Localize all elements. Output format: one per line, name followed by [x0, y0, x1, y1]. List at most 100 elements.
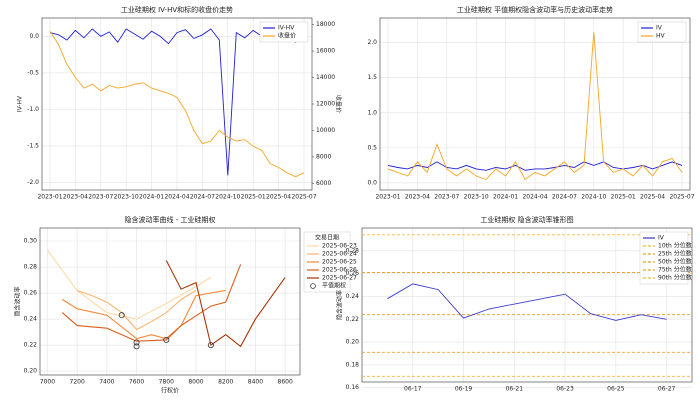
- y-tick-label: 0.0: [29, 33, 39, 40]
- legend-title: 交易日期: [315, 234, 339, 242]
- x-tick-label: 2023-10: [114, 194, 139, 201]
- legend-label: 10th 分位数: [658, 242, 692, 250]
- atm-marker: [207, 342, 214, 349]
- y-tick-label: 0.26: [24, 290, 38, 297]
- x-tick-label: 2023-04: [405, 194, 430, 201]
- series-line: [49, 30, 305, 178]
- x-tick-label: 2025-07: [669, 194, 694, 201]
- chart-title: 工业硅期权 IV-HV和标的收盘价走势: [121, 5, 233, 14]
- y-tick-label: 0.22: [346, 316, 360, 323]
- x-tick-label: 8200: [218, 379, 233, 386]
- y-axis-label: 隐含波动率: [14, 286, 22, 316]
- legend-label: IV: [656, 25, 663, 32]
- legend-label: IV-HV: [278, 25, 295, 32]
- y-tick-label: 0.16: [346, 384, 360, 391]
- legend-label: 25th 分位数: [658, 250, 692, 258]
- x-tick-label: 2023-10: [464, 194, 489, 201]
- x-tick-label: 2025-04: [266, 194, 291, 201]
- legend-label: 平值期权: [322, 282, 346, 290]
- x-tick-label: 8000: [188, 379, 203, 386]
- y-tick-label: -0.5: [27, 69, 39, 76]
- legend-marker: [310, 283, 316, 289]
- x-tick-label: 7200: [70, 379, 85, 386]
- series-line: [46, 249, 212, 320]
- y-tick-label: -2.0: [27, 179, 39, 186]
- legend-label: 2025-06-27: [322, 275, 357, 282]
- legend-label: 收盘价: [278, 32, 296, 40]
- x-tick-label: 2024-01: [493, 194, 518, 201]
- legend-label: 90th 分位数: [658, 274, 692, 282]
- y2-tick-label: 18000: [316, 21, 335, 28]
- y2-tick-label: 14000: [316, 74, 335, 81]
- series-line: [387, 161, 683, 171]
- y2-tick-label: 6000: [316, 180, 331, 187]
- x-tick-label: 2025-01: [241, 194, 266, 201]
- y-tick-label: 2.0: [367, 39, 377, 46]
- y2-axis-label: 收盘价: [335, 95, 343, 113]
- x-tick-label: 2023-07: [434, 194, 459, 201]
- y-axis-label: 隐含波动率: [336, 290, 344, 320]
- y-tick-label: 0.28: [24, 264, 38, 271]
- y-tick-label: 0.22: [24, 342, 38, 349]
- y-tick-label: 0.5: [367, 144, 377, 151]
- series-line: [61, 264, 242, 342]
- x-tick-label: 2023-07: [88, 194, 113, 201]
- legend-label: 75th 分位数: [658, 266, 692, 274]
- legend-label: 2025-06-24: [322, 251, 357, 258]
- y-tick-label: 0.24: [346, 293, 360, 300]
- y2-tick-label: 10000: [316, 127, 335, 134]
- plot-frame: [379, 17, 691, 191]
- y-tick-label: 0.30: [24, 238, 38, 245]
- x-tick-label: 2024-10: [215, 194, 240, 201]
- chart-title: 隐含波动率曲线 - 工业硅期权: [125, 215, 216, 224]
- x-tick-label: 06-25: [607, 386, 625, 393]
- series-line: [165, 260, 286, 348]
- legend-label: IV: [658, 235, 665, 242]
- series-line: [387, 31, 683, 181]
- x-tick-label: 2023-01: [375, 194, 400, 201]
- legend-box: [259, 21, 309, 43]
- x-tick-label: 7800: [159, 379, 174, 386]
- y2-tick-label: 12000: [316, 101, 335, 108]
- y-tick-label: 0.28: [346, 247, 360, 254]
- x-tick-label: 06-23: [556, 386, 574, 393]
- y-axis-label: IV-HV: [17, 95, 24, 112]
- y-tick-label: 0.0: [367, 179, 377, 186]
- x-tick-label: 06-19: [455, 386, 473, 393]
- x-tick-label: 2024-10: [581, 194, 606, 201]
- y-tick-label: 0.20: [346, 339, 360, 346]
- legend-box: [639, 231, 689, 285]
- y2-tick-label: 16000: [316, 48, 335, 55]
- legend-label: 2025-06-25: [322, 259, 357, 266]
- y-tick-label: -1.0: [27, 106, 39, 113]
- x-tick-label: 2024-07: [190, 194, 215, 201]
- x-tick-label: 7000: [40, 379, 55, 386]
- atm-marker: [133, 343, 140, 350]
- atm-marker: [118, 312, 125, 319]
- x-tick-label: 8600: [278, 379, 293, 386]
- x-tick-label: 2025-01: [611, 194, 636, 201]
- x-tick-label: 2024-04: [522, 194, 547, 201]
- series-line: [62, 289, 226, 340]
- y-tick-label: 0.26: [346, 270, 360, 277]
- y-tick-label: 0.24: [24, 316, 38, 323]
- x-tick-label: 2025-04: [640, 194, 665, 201]
- legend-label: 50th 分位数: [658, 258, 692, 266]
- x-tick-label: 8400: [248, 379, 263, 386]
- y-tick-label: 1.0: [367, 109, 377, 116]
- y-tick-label: 1.5: [367, 74, 377, 81]
- y-tick-label: -1.5: [27, 143, 39, 150]
- x-axis-label: 行权价: [161, 387, 179, 395]
- x-tick-label: 06-27: [658, 386, 676, 393]
- x-tick-label: 2023-01: [37, 194, 62, 201]
- series-line: [76, 289, 197, 331]
- legend-box: [637, 21, 687, 43]
- chart-title: 工业硅期权 隐含波动率锥形图: [480, 215, 573, 224]
- atm-marker: [163, 336, 170, 343]
- plot-frame: [361, 227, 693, 383]
- x-tick-label: 2024-07: [552, 194, 577, 201]
- x-tick-label: 7600: [129, 379, 144, 386]
- plot-frame: [41, 17, 313, 191]
- x-tick-label: 2025-07: [291, 194, 316, 201]
